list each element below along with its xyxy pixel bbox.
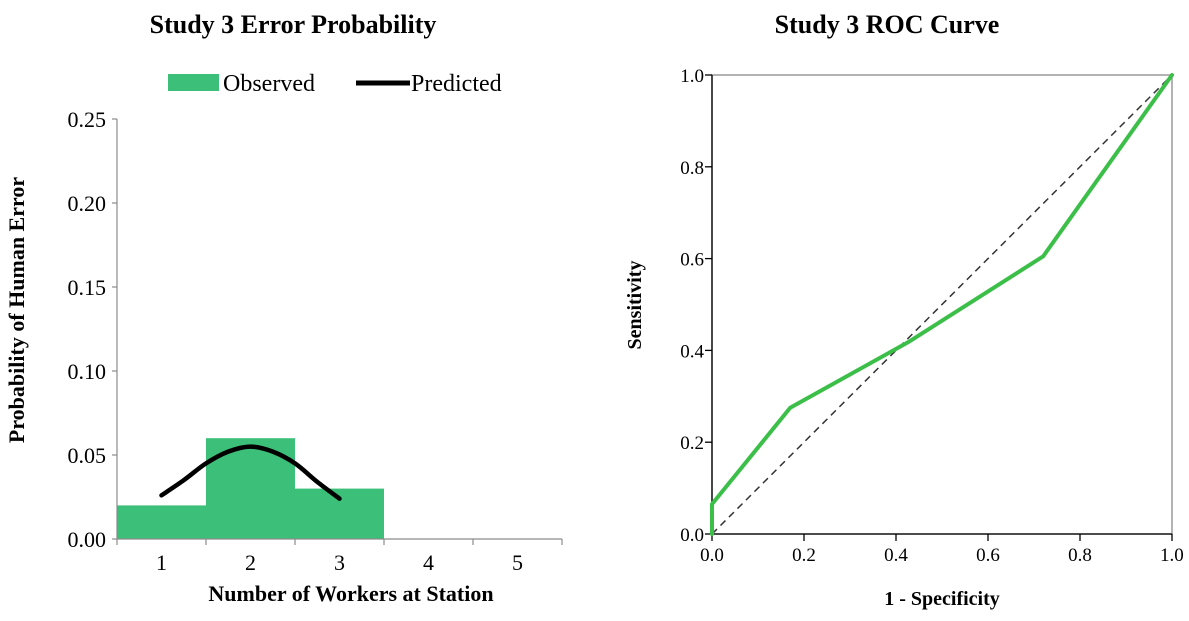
x-tick-label: 4 (423, 550, 434, 575)
y-tick-label: 0.05 (68, 443, 107, 468)
y-tick-label: 0.00 (68, 527, 107, 552)
x-axis-ticks: 1 2 3 4 5 (116, 539, 563, 575)
legend-swatch-observed (168, 74, 219, 91)
bar-1 (117, 505, 206, 539)
roc-x-tick-label: 1.0 (1160, 545, 1184, 566)
roc-y-tick-label: 0.6 (680, 250, 704, 271)
roc-y-axis-label: Sensitivity (624, 261, 646, 350)
chart-title: Study 3 Error Probability (150, 10, 437, 39)
x-tick-label: 5 (512, 550, 523, 575)
roc-y-axis-ticks: 0.0 0.2 0.4 0.6 0.8 1.0 (680, 66, 712, 546)
y-tick-label: 0.15 (68, 275, 107, 300)
x-tick-label: 3 (334, 550, 345, 575)
roc-axes (711, 75, 1172, 535)
roc-x-tick-label: 0.4 (884, 545, 908, 566)
legend-label-predicted: Predicted (411, 71, 502, 97)
roc-y-tick-label: 0.8 (680, 158, 704, 179)
y-axis-ticks: 0.00 0.05 0.10 0.15 0.20 0.25 (68, 107, 117, 552)
roc-chart-title: Study 3 ROC Curve (775, 10, 1000, 39)
x-tick-label: 1 (156, 550, 167, 575)
roc-x-axis-ticks: 0.0 0.2 0.4 0.6 0.8 1.0 (700, 534, 1184, 566)
roc-y-tick-label: 0.2 (680, 433, 704, 454)
y-tick-label: 0.10 (68, 359, 107, 384)
roc-y-tick-label: 0.4 (680, 341, 704, 362)
predicted-line (159, 444, 342, 501)
y-tick-label: 0.20 (68, 191, 107, 216)
roc-x-tick-label: 0.8 (1068, 545, 1092, 566)
roc-curve-chart: Study 3 ROC Curve 0.0 0.2 0.4 0.6 0.8 1.0 0.0… (624, 10, 1184, 610)
legend-label-observed: Observed (223, 71, 315, 97)
roc-curve-line (710, 73, 1174, 536)
observed-bars (117, 438, 384, 539)
x-axis-label: Number of Workers at Station (208, 581, 493, 606)
legend: Observed Predicted (168, 71, 502, 97)
roc-x-tick-label: 0.6 (976, 545, 1000, 566)
y-axis-label: Probability of Human Error (4, 177, 29, 443)
roc-x-tick-label: 0.0 (700, 545, 724, 566)
roc-y-tick-label: 0.0 (680, 525, 704, 546)
roc-x-axis-label: 1 - Specificity (884, 588, 1000, 610)
error-probability-chart: Study 3 Error Probability Observed Predi… (4, 10, 563, 606)
x-tick-label: 2 (245, 550, 256, 575)
reference-line (711, 74, 1173, 535)
axes (116, 119, 562, 540)
y-tick-label: 0.25 (68, 107, 107, 132)
roc-x-tick-label: 0.2 (792, 545, 816, 566)
roc-y-tick-label: 1.0 (680, 66, 704, 87)
